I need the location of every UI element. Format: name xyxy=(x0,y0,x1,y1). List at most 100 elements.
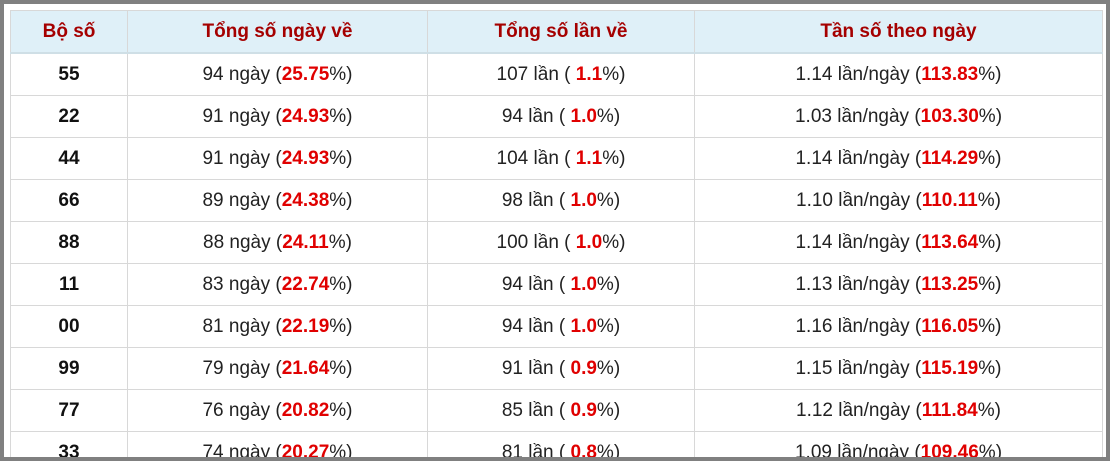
cell-text: %) xyxy=(977,189,1001,211)
cell-text: 1.13 lần/ngày ( xyxy=(795,273,922,295)
stat-cell: 94 lần ( 1.0%) xyxy=(427,263,695,306)
cell-text: %) xyxy=(329,189,353,211)
percent-value: 24.38 xyxy=(281,189,330,211)
cell-text: %) xyxy=(329,399,353,421)
cell-text: %) xyxy=(602,147,626,169)
cell-text: 98 lần ( xyxy=(501,189,571,211)
stat-cell: 88 ngày (24.11%) xyxy=(127,221,428,264)
cell-text: 1.14 lần/ngày ( xyxy=(795,147,922,169)
percent-value: 1.0 xyxy=(570,315,597,337)
percent-value: 0.9 xyxy=(570,357,597,379)
percent-value: 20.27 xyxy=(281,441,330,461)
cell-text: 1.12 lần/ngày ( xyxy=(796,399,922,421)
cell-text: 94 lần ( xyxy=(501,273,571,295)
cell-text: %) xyxy=(596,399,621,421)
cell-text: 91 lần ( xyxy=(501,357,571,379)
cell-text: 1.10 lần/ngày ( xyxy=(796,189,922,211)
header-cell: Tần số theo ngày xyxy=(694,10,1103,54)
table-row: 66 89 ngày (24.38%) 98 lần ( 1.0%) 1.10 lần… xyxy=(10,179,1103,222)
stat-cell: 100 lần ( 1.0%) xyxy=(427,221,695,264)
percent-value: 111.84 xyxy=(921,399,978,421)
stat-cell: 1.14 lần/ngày (113.83%) xyxy=(694,52,1103,96)
cell-text: 107 lần ( xyxy=(496,63,576,85)
number-cell: 55 xyxy=(10,52,128,96)
header-cell: Bộ số xyxy=(10,10,128,54)
percent-value: 115.19 xyxy=(921,357,979,379)
cell-text: %) xyxy=(329,273,353,295)
cell-text: %) xyxy=(596,315,621,337)
stat-cell: 91 ngày (24.93%) xyxy=(127,95,428,138)
cell-text: %) xyxy=(329,441,353,461)
cell-text: 94 lần ( xyxy=(501,315,571,337)
table-row: 99 79 ngày (21.64%) 91 lần ( 0.9%) 1.15 lần… xyxy=(10,347,1103,390)
percent-value: 109.46 xyxy=(920,441,979,461)
cell-text: %) xyxy=(602,63,626,85)
cell-text: 1.09 lần/ngày ( xyxy=(794,441,921,461)
cell-text: 88 ngày ( xyxy=(203,231,283,253)
cell-text: 91 ngày ( xyxy=(202,147,282,169)
stat-cell: 89 ngày (24.38%) xyxy=(127,179,428,222)
stat-cell: 94 lần ( 1.0%) xyxy=(427,305,695,348)
stat-cell: 76 ngày (20.82%) xyxy=(127,389,428,432)
stat-cell: 1.09 lần/ngày (109.46%) xyxy=(694,431,1103,461)
stat-cell: 1.10 lần/ngày (110.11%) xyxy=(694,179,1103,222)
cell-text: 94 lần ( xyxy=(501,105,571,127)
cell-text: 81 ngày ( xyxy=(202,315,282,337)
stat-cell: 81 lần ( 0.8%) xyxy=(427,431,695,461)
cell-text: %) xyxy=(978,315,1002,337)
cell-text: 76 ngày ( xyxy=(202,399,282,421)
stat-cell: 1.12 lần/ngày (111.84%) xyxy=(694,389,1103,432)
stat-cell: 91 ngày (24.93%) xyxy=(127,137,428,180)
cell-text: 1.15 lần/ngày ( xyxy=(795,357,922,379)
cell-text: %) xyxy=(329,315,353,337)
percent-value: 1.0 xyxy=(575,231,603,253)
cell-text: 79 ngày ( xyxy=(202,357,282,379)
stat-cell: 91 lần ( 0.9%) xyxy=(427,347,695,390)
table-body: 55 94 ngày (25.75%) 107 lần ( 1.1%) 1.14 lầ… xyxy=(10,52,1103,461)
cell-text: %) xyxy=(978,441,1003,461)
table-row: 77 76 ngày (20.82%) 85 lần ( 0.9%) 1.12 lần… xyxy=(10,389,1103,432)
percent-value: 0.8 xyxy=(570,441,597,461)
header-cell: Tổng số lần về xyxy=(427,10,695,54)
cell-text: %) xyxy=(596,105,621,127)
percent-value: 110.11 xyxy=(921,189,978,211)
table-row: 00 81 ngày (22.19%) 94 lần ( 1.0%) 1.16 lần… xyxy=(10,305,1103,348)
percent-value: 113.64 xyxy=(921,231,979,253)
cell-text: %) xyxy=(978,147,1002,169)
percent-value: 25.75 xyxy=(281,63,330,85)
cell-text: %) xyxy=(978,357,1002,379)
cell-text: 89 ngày ( xyxy=(202,189,282,211)
cell-text: 91 ngày ( xyxy=(202,105,282,127)
number-cell: 33 xyxy=(10,431,128,457)
stat-cell: 83 ngày (22.74%) xyxy=(127,263,428,306)
cell-text: %) xyxy=(978,63,1002,85)
percent-value: 1.1 xyxy=(575,63,603,85)
percent-value: 116.05 xyxy=(921,315,979,337)
cell-text: 85 lần ( xyxy=(501,399,571,421)
cell-text: 100 lần ( xyxy=(496,231,576,253)
percent-value: 1.0 xyxy=(570,273,597,295)
stat-cell: 98 lần ( 1.0%) xyxy=(427,179,695,222)
number-cell: 44 xyxy=(10,137,128,180)
stat-cell: 1.14 lần/ngày (113.64%) xyxy=(694,221,1103,264)
table-row: 11 83 ngày (22.74%) 94 lần ( 1.0%) 1.13 lần… xyxy=(10,263,1103,306)
number-cell: 66 xyxy=(10,179,128,222)
stat-cell: 107 lần ( 1.1%) xyxy=(427,52,695,96)
cell-text: 83 ngày ( xyxy=(202,273,282,295)
percent-value: 24.93 xyxy=(281,147,330,169)
stat-cell: 94 lần ( 1.0%) xyxy=(427,95,695,138)
number-cell: 11 xyxy=(10,263,128,306)
table-row: 55 94 ngày (25.75%) 107 lần ( 1.1%) 1.14 lầ… xyxy=(10,52,1103,96)
percent-value: 20.82 xyxy=(281,399,330,421)
stat-cell: 1.03 lần/ngày (103.30%) xyxy=(694,95,1103,138)
percent-value: 0.9 xyxy=(570,399,597,421)
cell-text: %) xyxy=(602,231,626,253)
percent-value: 21.64 xyxy=(281,357,330,379)
cell-text: 1.03 lần/ngày ( xyxy=(794,105,921,127)
cell-text: 1.14 lần/ngày ( xyxy=(795,63,922,85)
cell-text: %) xyxy=(328,231,352,253)
stat-cell: 74 ngày (20.27%) xyxy=(127,431,428,461)
stat-cell: 1.16 lần/ngày (116.05%) xyxy=(694,305,1103,348)
percent-value: 1.0 xyxy=(570,189,597,211)
